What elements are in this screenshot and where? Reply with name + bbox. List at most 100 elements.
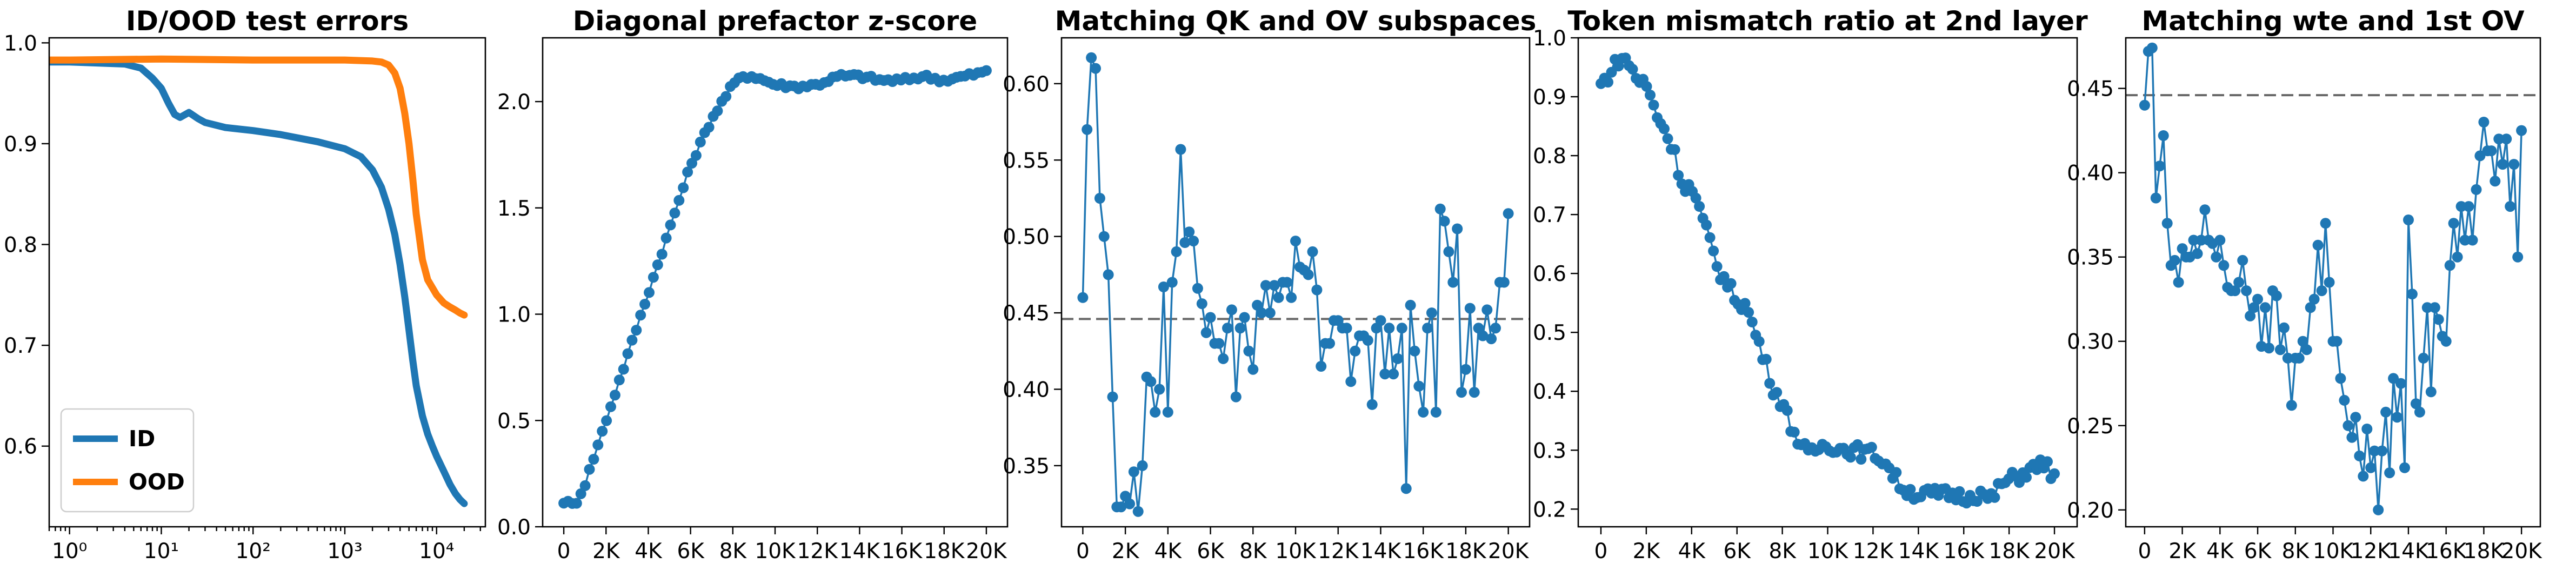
qk-ov-point — [1090, 63, 1101, 74]
qk-ov-point — [1350, 345, 1361, 357]
qk-ov-xtick-label: 12K — [1318, 539, 1359, 564]
diagonal-zscore-point — [682, 166, 693, 178]
wte-ov-point — [2241, 285, 2252, 297]
diagonal-zscore-point — [703, 122, 715, 133]
qk-ov-point — [1230, 391, 1242, 403]
diagonal-zscore-xtick-label: 2K — [592, 539, 620, 564]
diagonal-zscore-frame — [542, 37, 1009, 528]
wte-ov-xtick-label: 0 — [2138, 539, 2151, 564]
id-ood-errors-xtick-label: 10¹ — [144, 539, 179, 564]
token-mismatch-title: Token mismatch ratio at 2nd layer — [1567, 5, 2088, 37]
qk-ov-point — [1379, 368, 1391, 380]
token-mismatch-point — [1718, 271, 1730, 282]
diagonal-zscore-point — [690, 150, 702, 161]
qk-ov-point — [1269, 280, 1280, 291]
wte-ov-ytick-label: 0.25 — [2067, 414, 2114, 439]
wte-ov-point — [2414, 406, 2425, 418]
qk-ov-point — [1150, 406, 1161, 418]
wte-ov-plot-area — [2126, 42, 2540, 515]
diagonal-zscore-point — [712, 105, 723, 117]
qk-ov-point — [1443, 246, 1454, 257]
wte-ov-point — [2177, 243, 2188, 254]
qk-ov-point — [1481, 304, 1493, 316]
wte-ov-point — [2384, 467, 2395, 479]
qk-ov-point — [1218, 353, 1229, 364]
id-ood-errors-frame — [48, 37, 486, 528]
qk-ov-point — [1486, 333, 1497, 345]
wte-ov-point — [2316, 285, 2327, 297]
wte-ov-point — [2237, 254, 2248, 266]
qk-ov-point — [1303, 269, 1314, 280]
qk-ov-xtick-label: 0 — [1076, 539, 1090, 564]
qk-ov-point — [1413, 380, 1425, 392]
wte-ov-point — [2195, 234, 2207, 246]
token-mismatch-point — [1760, 353, 1772, 365]
diagonal-zscore-xtick-label: 16K — [882, 539, 923, 564]
qk-ov-point — [1132, 506, 1144, 517]
token-mismatch-point — [1606, 66, 1617, 78]
token-mismatch-point — [1701, 219, 1712, 231]
token-mismatch-series-0-line — [1600, 57, 2056, 505]
wte-ov-point — [2361, 424, 2373, 434]
wte-ov-point — [2346, 432, 2358, 443]
qk-ov-ytick-label: 0.55 — [1003, 149, 1050, 173]
wte-ov-point — [2146, 42, 2158, 53]
wte-ov-xtick-label: 20K — [2501, 539, 2543, 564]
token-mismatch-ytick-label: 0.6 — [1533, 262, 1566, 286]
token-mismatch-point — [1891, 467, 1902, 478]
token-mismatch-point — [1711, 261, 1723, 272]
diagonal-zscore-xtick-label: 12K — [797, 539, 839, 564]
id-ood-errors-ood-line — [49, 55, 468, 319]
wte-ov-point — [2512, 251, 2524, 263]
qk-ov-point — [1234, 323, 1246, 334]
qk-ov-xtick-label: 10K — [1275, 539, 1317, 564]
wte-ov-point — [2158, 130, 2169, 141]
token-mismatch-point — [2042, 456, 2053, 467]
qk-ov-point — [1247, 364, 1259, 375]
token-mismatch-point — [1989, 492, 2000, 503]
wte-ov-point — [2440, 336, 2452, 347]
qk-ov-point — [1260, 280, 1271, 291]
wte-ov-xtick-label: 8K — [2282, 539, 2310, 564]
wte-ov-ytick-label: 0.20 — [2067, 499, 2114, 523]
wte-ov-point — [2305, 302, 2316, 313]
qk-ov-xtick-label: 8K — [1239, 539, 1267, 564]
wte-ov-point — [2150, 192, 2161, 204]
qk-ov-point — [1243, 345, 1254, 357]
wte-ov-point — [2324, 277, 2335, 288]
token-mismatch-ytick-label: 1.0 — [1533, 26, 1566, 51]
qk-ov-point — [1388, 368, 1399, 380]
wte-ov-point — [2218, 260, 2230, 271]
wte-ov-point — [2199, 204, 2211, 216]
diagonal-zscore-point — [584, 464, 595, 475]
qk-ov-point — [1375, 315, 1386, 326]
diagonal-zscore-point — [720, 91, 732, 102]
diagonal-zscore-xtick-label: 6K — [677, 539, 705, 564]
qk-ov-point — [1162, 406, 1173, 418]
wte-ov-point — [2297, 336, 2308, 347]
diagonal-zscore-point — [635, 310, 646, 321]
qk-ov-point — [1392, 353, 1403, 364]
qk-ov-point — [1192, 283, 1203, 294]
token-mismatch-point — [1645, 90, 1656, 100]
wte-ov-point — [2278, 322, 2290, 333]
qk-ov-point — [1188, 236, 1199, 247]
wte-ov-point — [2452, 251, 2463, 263]
qk-ov-point — [1145, 376, 1157, 387]
wte-ov-title: Matching wte and 1st OV — [2141, 5, 2525, 37]
wte-ov-point — [2399, 462, 2410, 473]
wte-ov-point — [2173, 277, 2184, 288]
wte-ov-point — [2230, 285, 2241, 297]
wte-ov-xtick-label: 18K — [2464, 539, 2505, 564]
qk-ov-ytick-label: 0.60 — [1003, 72, 1050, 97]
token-mismatch-point — [2021, 472, 2032, 483]
qk-ov-point — [1400, 483, 1412, 494]
qk-ov-ytick-label: 0.35 — [1003, 454, 1050, 479]
qk-ov-point — [1184, 226, 1195, 238]
qk-ov-point — [1503, 208, 1514, 219]
wte-ov-point — [2308, 293, 2320, 305]
qk-ov-point — [1426, 307, 1437, 319]
qk-ov-xtick-label: 4K — [1154, 539, 1183, 564]
wte-ov-point — [2139, 99, 2150, 111]
id-ood-errors-ytick-label: 0.7 — [4, 334, 37, 358]
